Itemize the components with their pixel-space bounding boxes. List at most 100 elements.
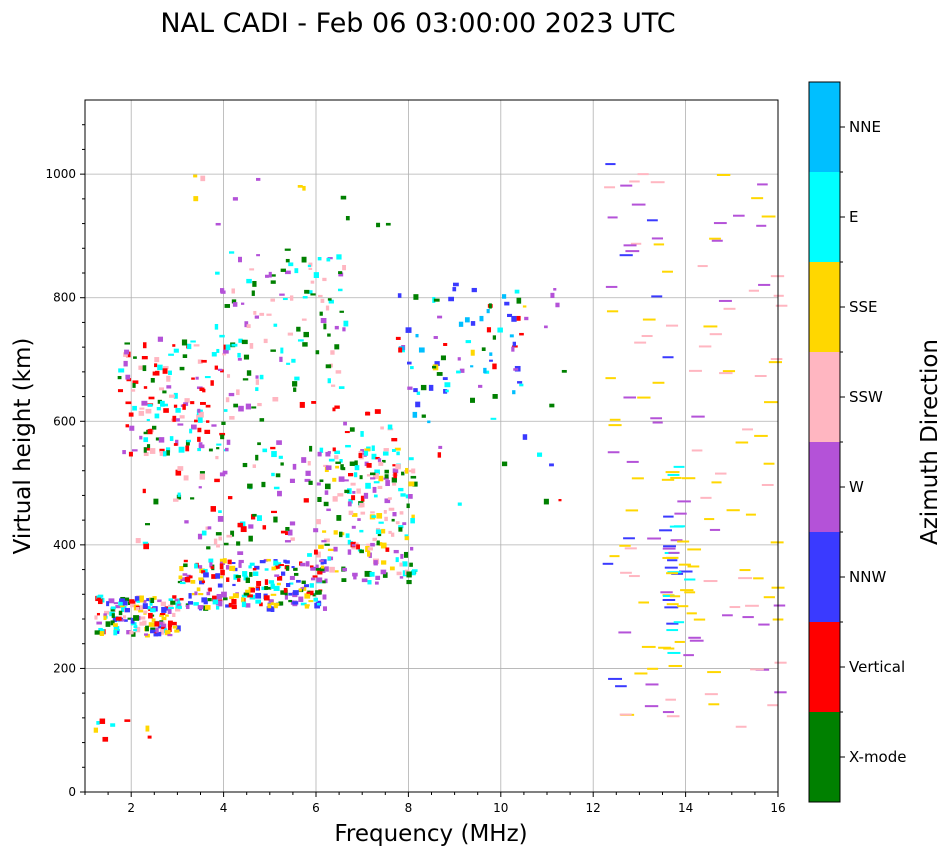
echo-point [543, 498, 549, 505]
echo-point [745, 604, 759, 607]
echo-point [227, 559, 232, 565]
echo-point [103, 610, 110, 615]
echo-point [351, 495, 356, 501]
echo-points [93, 163, 788, 742]
echo-point [186, 574, 191, 579]
echo-point [378, 542, 383, 546]
echo-point [484, 370, 490, 374]
echo-point [608, 677, 623, 680]
echo-point [391, 518, 395, 522]
echo-point [267, 603, 272, 609]
echo-point [670, 539, 683, 542]
echo-point [666, 715, 680, 718]
echo-point [214, 323, 219, 330]
echo-point [206, 591, 211, 596]
echo-point [406, 571, 412, 578]
echo-point [763, 596, 775, 599]
echo-point [334, 450, 341, 455]
echo-point [157, 336, 164, 342]
echo-point [327, 548, 334, 552]
echo-point [312, 593, 316, 597]
echo-point [322, 580, 326, 584]
echo-point [353, 472, 358, 478]
echo-point [318, 294, 323, 298]
echo-point [113, 629, 118, 636]
echo-point [103, 613, 107, 617]
echo-point [413, 388, 418, 393]
echo-point [333, 530, 338, 535]
echo-point [255, 592, 262, 599]
echo-point [143, 452, 149, 457]
echo-point [266, 558, 271, 562]
echo-point [327, 378, 331, 384]
echo-point [254, 565, 260, 570]
echo-point [338, 531, 343, 538]
echo-point [200, 175, 206, 182]
echo-point [251, 290, 255, 296]
echo-point [226, 374, 231, 378]
echo-point [140, 616, 146, 620]
echo-point [125, 424, 130, 428]
echo-point [118, 368, 125, 373]
echo-point [665, 324, 679, 327]
echo-point [304, 604, 310, 607]
echo-point [722, 614, 733, 617]
echo-point [370, 477, 376, 480]
echo-point [184, 576, 191, 583]
echo-point [481, 347, 486, 351]
echo-point [285, 531, 289, 536]
echo-point [555, 302, 560, 308]
colorbar-segment [809, 262, 840, 352]
echo-point [665, 471, 680, 474]
echo-point [129, 425, 135, 431]
echo-point [396, 451, 400, 456]
echo-point [226, 439, 231, 445]
echo-point [203, 600, 208, 605]
echo-point [229, 596, 234, 600]
echo-point [650, 417, 663, 420]
echo-point [197, 436, 201, 442]
echo-point [204, 605, 211, 610]
echo-point [134, 596, 140, 602]
echo-point [709, 528, 721, 531]
echo-point [147, 403, 153, 407]
echo-point [775, 304, 788, 307]
echo-point [354, 460, 358, 466]
echo-point [335, 370, 342, 374]
echo-point [270, 446, 276, 450]
echo-point [387, 424, 393, 430]
echo-point [470, 397, 475, 403]
echo-point [233, 403, 239, 408]
echo-point [217, 583, 223, 588]
echo-point [93, 727, 99, 733]
echo-point [286, 362, 291, 365]
echo-point [290, 537, 295, 541]
echo-point [376, 222, 381, 228]
echo-point [415, 333, 419, 338]
echo-point [212, 595, 217, 602]
echo-point [205, 404, 211, 408]
echo-point [661, 478, 675, 481]
echo-point [242, 571, 248, 577]
echo-point [669, 595, 681, 598]
echo-point [313, 549, 318, 555]
echo-point [209, 562, 213, 568]
echo-point [190, 579, 196, 584]
echo-point [344, 431, 350, 434]
echo-point [317, 451, 322, 457]
echo-point [280, 530, 287, 534]
echo-point [277, 490, 282, 497]
echo-point [327, 298, 332, 301]
echo-point [641, 335, 653, 338]
echo-point [146, 444, 151, 449]
echo-point [197, 427, 202, 433]
echo-point [688, 636, 701, 639]
echo-point [660, 591, 673, 594]
echo-point [211, 424, 217, 427]
colorbar-segment [809, 442, 840, 532]
echo-point [609, 555, 620, 558]
echo-point [351, 513, 358, 517]
x-tick-label: 14 [678, 801, 693, 815]
echo-point [302, 586, 307, 591]
echo-point [638, 601, 650, 604]
